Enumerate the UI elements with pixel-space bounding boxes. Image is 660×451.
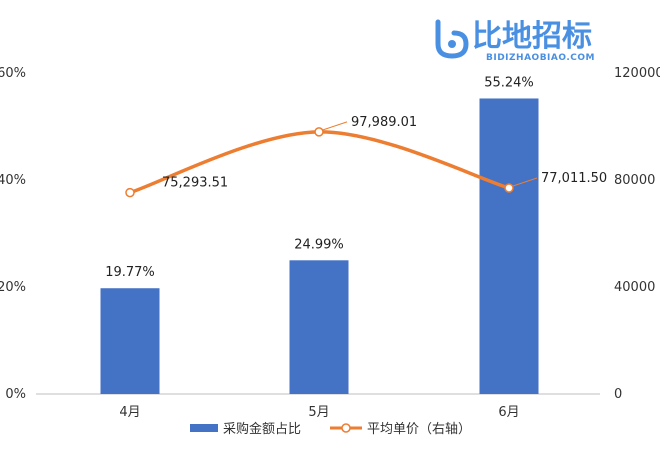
legend: 采购金额占比 平均单价（右轴） <box>190 421 471 437</box>
data-labels: 19.77% 24.99% 55.24% 75,293.51 97,989.01 77,0… <box>105 75 607 280</box>
logo-icon <box>435 19 469 59</box>
line-label-leader <box>322 121 348 131</box>
y-right-tick-label: 80000 <box>614 173 655 188</box>
bar <box>289 260 349 394</box>
logo: 比地招标 BIDIZHAOBIAO.COM <box>435 19 595 63</box>
y-right-tick-label: 120000 <box>614 66 660 81</box>
y-right-tick-label: 0 <box>614 387 622 402</box>
line-marker <box>125 187 135 198</box>
legend-bar-label: 采购金额占比 <box>223 421 301 437</box>
bar-data-label: 19.77% <box>105 265 155 280</box>
axes: 0% 20% 40% 60% 0 40000 80000 120000 4月 5月 6月 <box>0 66 660 420</box>
logo-name: 比地招标 <box>472 19 592 54</box>
y-left-tick-label: 60% <box>0 66 26 81</box>
line-marker <box>504 183 514 193</box>
line-data-label: 75,293.51 <box>162 176 228 191</box>
legend-bar-swatch <box>190 424 218 432</box>
y-left-tick-label: 0% <box>5 387 26 402</box>
line-data-label: 97,989.01 <box>351 115 417 130</box>
line-label-leader <box>133 182 159 192</box>
legend-line-marker <box>341 423 351 433</box>
x-tick-label: 6月 <box>498 405 519 420</box>
x-tick-label: 5月 <box>308 405 329 420</box>
y-left-tick-label: 40% <box>0 173 26 188</box>
x-tick-label: 4月 <box>119 405 140 420</box>
logo-domain: BIDIZHAOBIAO.COM <box>486 53 595 63</box>
bar-series <box>100 98 539 394</box>
line-series <box>125 127 514 198</box>
y-right-tick-label: 40000 <box>614 280 655 295</box>
line-label-leader <box>512 177 538 187</box>
y-left-tick-label: 20% <box>0 280 26 295</box>
line-data-label: 77,011.50 <box>541 171 607 186</box>
bar-data-label: 55.24% <box>484 75 534 90</box>
legend-line-label: 平均单价（右轴） <box>367 422 471 437</box>
bar <box>100 288 160 394</box>
bar <box>479 98 539 394</box>
line-marker <box>314 127 324 137</box>
bar-data-label: 24.99% <box>294 237 344 252</box>
